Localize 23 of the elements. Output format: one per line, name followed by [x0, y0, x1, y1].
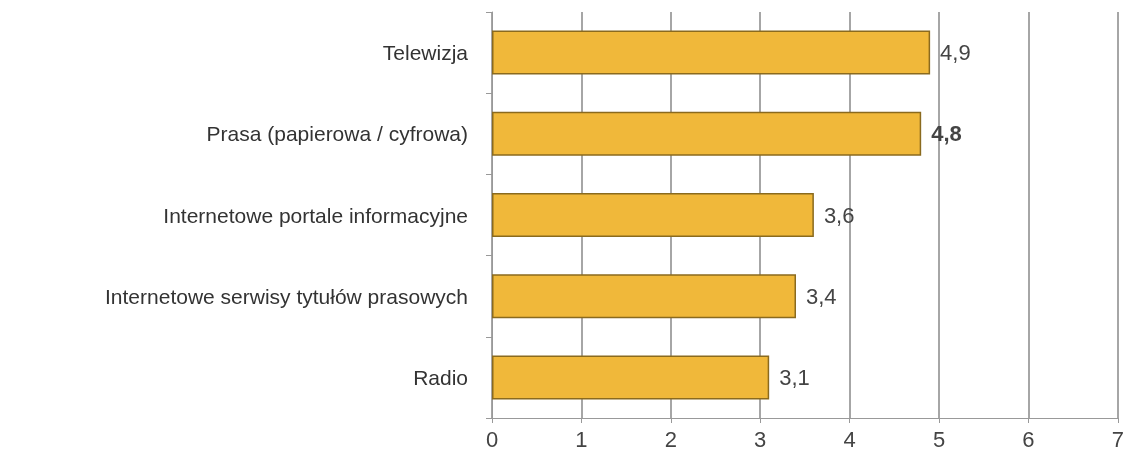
x-tick-label: 2 [664, 426, 677, 452]
bar [492, 193, 814, 237]
y-tick-label: Internetowe portale informacyjne [163, 203, 468, 227]
data-label: 4,8 [931, 121, 962, 147]
data-label: 3,4 [806, 283, 837, 309]
x-tick-label: 4 [843, 426, 856, 452]
y-tick-label: Internetowe serwisy tytułów prasowych [105, 284, 468, 308]
x-tick-label: 7 [1111, 426, 1125, 452]
data-label: 4,9 [940, 40, 971, 66]
data-label: 3,6 [823, 202, 855, 228]
bar [492, 355, 770, 400]
y-tick-label: Radio [413, 365, 468, 389]
x-tick-label: 1 [575, 426, 588, 452]
y-tick-label: Prasa (papierowa / cyfrowa) [206, 122, 468, 146]
y-tick-label: Telewizja [382, 41, 469, 65]
bar [492, 111, 922, 156]
x-tick-label: 3 [754, 426, 767, 452]
bar [492, 274, 796, 319]
x-tick-label: 6 [1022, 426, 1035, 452]
x-tick-label: 0 [485, 426, 499, 452]
x-tick-label: 5 [932, 426, 946, 452]
bar [492, 30, 931, 75]
data-label: 3,1 [779, 364, 810, 390]
